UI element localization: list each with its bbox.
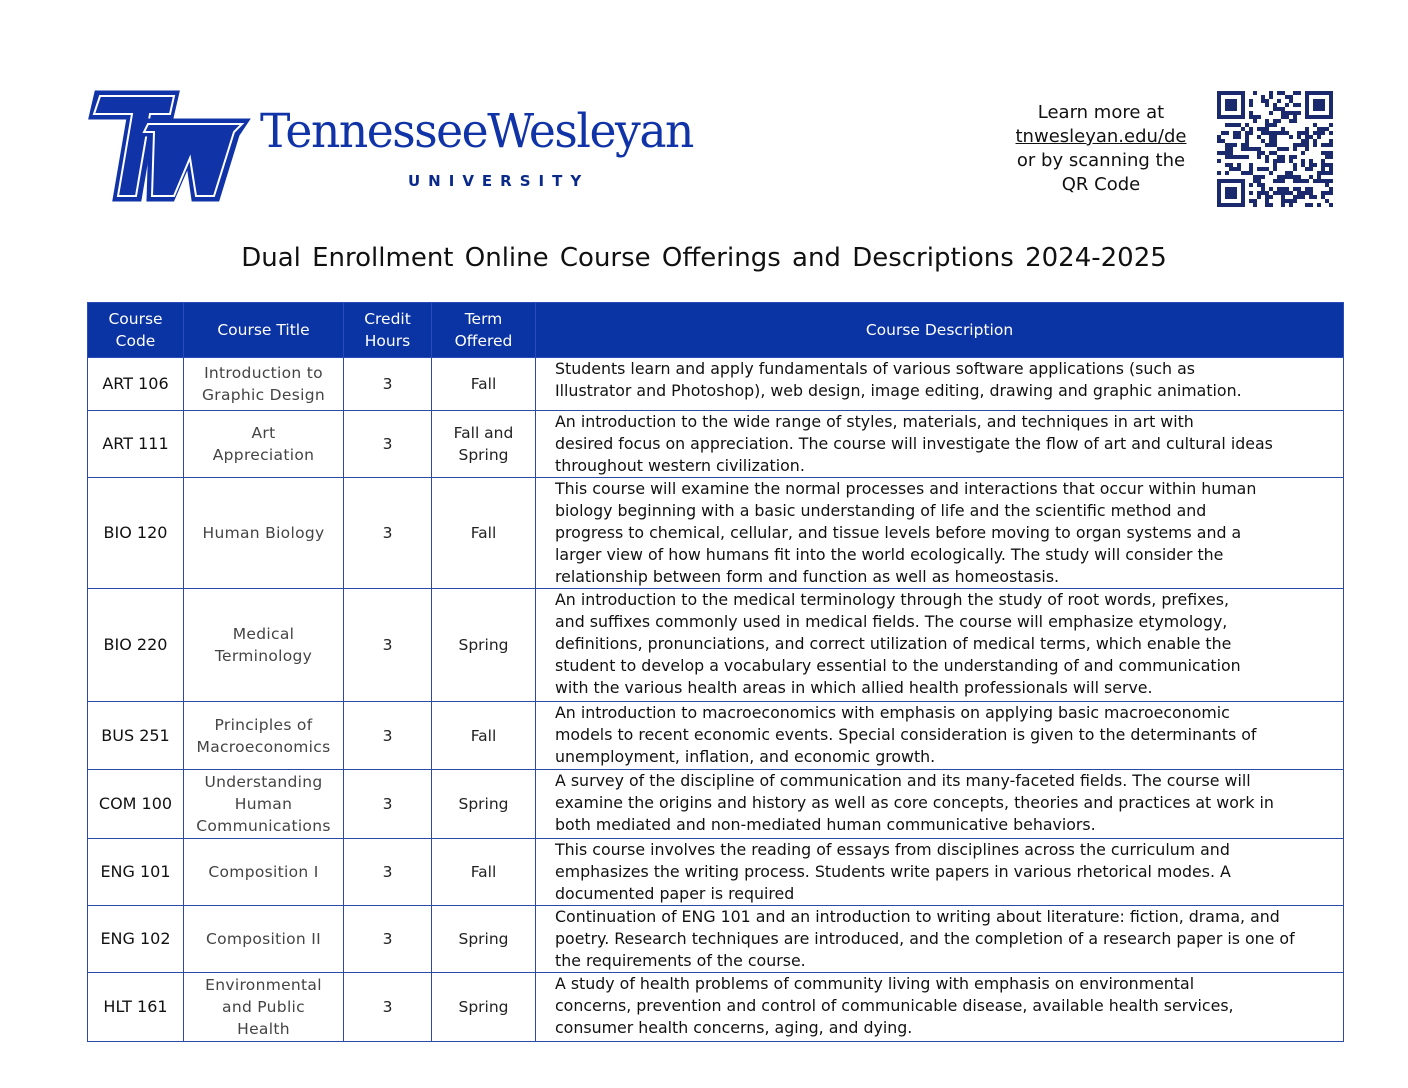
term-offered: Spring bbox=[431, 972, 536, 1042]
course-title: Composition I bbox=[183, 838, 344, 906]
course-description: A survey of the discipline of communicat… bbox=[535, 769, 1344, 839]
course-code: BIO 120 bbox=[87, 477, 184, 589]
logo-subtitle: UNIVERSITY bbox=[408, 172, 590, 190]
course-title: Composition II bbox=[183, 905, 344, 973]
course-code: ENG 102 bbox=[87, 905, 184, 973]
table-row: BIO 120 Human Biology 3 Fall This course wil… bbox=[87, 477, 1344, 589]
credit-hours: 3 bbox=[343, 972, 432, 1042]
course-description: A study of health problems of community … bbox=[535, 972, 1344, 1042]
course-description: An introduction to the wide range of sty… bbox=[535, 410, 1344, 478]
course-code: ART 106 bbox=[87, 357, 184, 411]
table-row: ART 106 Introduction to Graphic Design 3 Fa… bbox=[87, 357, 1344, 411]
course-title: Human Biology bbox=[183, 477, 344, 589]
learn-line: Learn more at bbox=[1037, 102, 1165, 123]
term-offered: Spring bbox=[431, 905, 536, 973]
header-term-offered: Term Offered bbox=[431, 302, 536, 358]
credit-hours: 3 bbox=[343, 477, 432, 589]
course-code: ENG 101 bbox=[87, 838, 184, 906]
term-offered: Spring bbox=[431, 588, 536, 702]
website-link[interactable]: tnwesleyan.edu/de bbox=[1015, 126, 1187, 147]
term-offered: Fall bbox=[431, 357, 536, 411]
course-description: Continuation of ENG 101 and an introduct… bbox=[535, 905, 1344, 973]
course-title: Introduction to Graphic Design bbox=[183, 357, 344, 411]
course-description: This course will examine the normal proc… bbox=[535, 477, 1344, 589]
course-title: Medical Terminology bbox=[183, 588, 344, 702]
table-header-row: Course Code Course Title Credit Hours Te… bbox=[87, 302, 1344, 358]
table-row: ENG 101 Composition I 3 Fall This course inv… bbox=[87, 838, 1344, 906]
course-description: An introduction to macroeconomics with e… bbox=[535, 701, 1344, 770]
course-description: An introduction to the medical terminolo… bbox=[535, 588, 1344, 702]
header-credit-hours: Credit Hours bbox=[343, 302, 432, 358]
header-course-code: Course Code bbox=[87, 302, 184, 358]
course-code: COM 100 bbox=[87, 769, 184, 839]
learn-line: or by scanning the bbox=[1016, 150, 1186, 171]
credit-hours: 3 bbox=[343, 838, 432, 906]
table-row: BUS 251 Principles of Macroeconomics 3 Fall… bbox=[87, 701, 1344, 770]
credit-hours: 3 bbox=[343, 701, 432, 770]
course-table: Course Code Course Title Credit Hours Te… bbox=[87, 302, 1344, 1042]
university-logo: TennesseeWesleyan UNIVERSITY bbox=[88, 90, 758, 205]
table-row: COM 100 Understanding Human Communication… bbox=[87, 769, 1344, 839]
course-code: BIO 220 bbox=[87, 588, 184, 702]
course-title: Understanding Human Communications bbox=[183, 769, 344, 839]
term-offered: Fall bbox=[431, 477, 536, 589]
term-offered: Spring bbox=[431, 769, 536, 839]
credit-hours: 3 bbox=[343, 357, 432, 411]
course-title: Art Appreciation bbox=[183, 410, 344, 478]
course-code: BUS 251 bbox=[87, 701, 184, 770]
credit-hours: 3 bbox=[343, 769, 432, 839]
term-offered: Fall bbox=[431, 701, 536, 770]
page-title: Dual Enrollment Online Course Offerings … bbox=[241, 243, 1167, 273]
course-title: Environmental and Public Health bbox=[183, 972, 344, 1042]
learn-more-text: Learn more at tnwesleyan.edu/de or by sc… bbox=[990, 101, 1212, 197]
table-row: ENG 102 Composition II 3 Spring Continuation… bbox=[87, 905, 1344, 973]
table-row: ART 111 Art Appreciation 3 Fall and Spring A… bbox=[87, 410, 1344, 478]
course-description: This course involves the reading of essa… bbox=[535, 838, 1344, 906]
course-title: Principles of Macroeconomics bbox=[183, 701, 344, 770]
header-course-title: Course Title bbox=[183, 302, 344, 358]
course-description: Students learn and apply fundamentals of… bbox=[535, 357, 1344, 411]
tw-logo-mark bbox=[88, 90, 251, 202]
course-code: ART 111 bbox=[87, 410, 184, 478]
header-course-description: Course Description bbox=[535, 302, 1344, 358]
term-offered: Fall bbox=[431, 838, 536, 906]
table-row: BIO 220 Medical Terminology 3 Spring An intr… bbox=[87, 588, 1344, 702]
credit-hours: 3 bbox=[343, 410, 432, 478]
credit-hours: 3 bbox=[343, 588, 432, 702]
learn-line: QR Code bbox=[1061, 174, 1141, 195]
table-row: HLT 161 Environmental and Public Health 3 S… bbox=[87, 972, 1344, 1042]
course-code: HLT 161 bbox=[87, 972, 184, 1042]
qr-code bbox=[1217, 91, 1333, 207]
credit-hours: 3 bbox=[343, 905, 432, 973]
term-offered: Fall and Spring bbox=[431, 410, 536, 478]
logo-wordmark: TennesseeWesleyan bbox=[260, 104, 694, 159]
